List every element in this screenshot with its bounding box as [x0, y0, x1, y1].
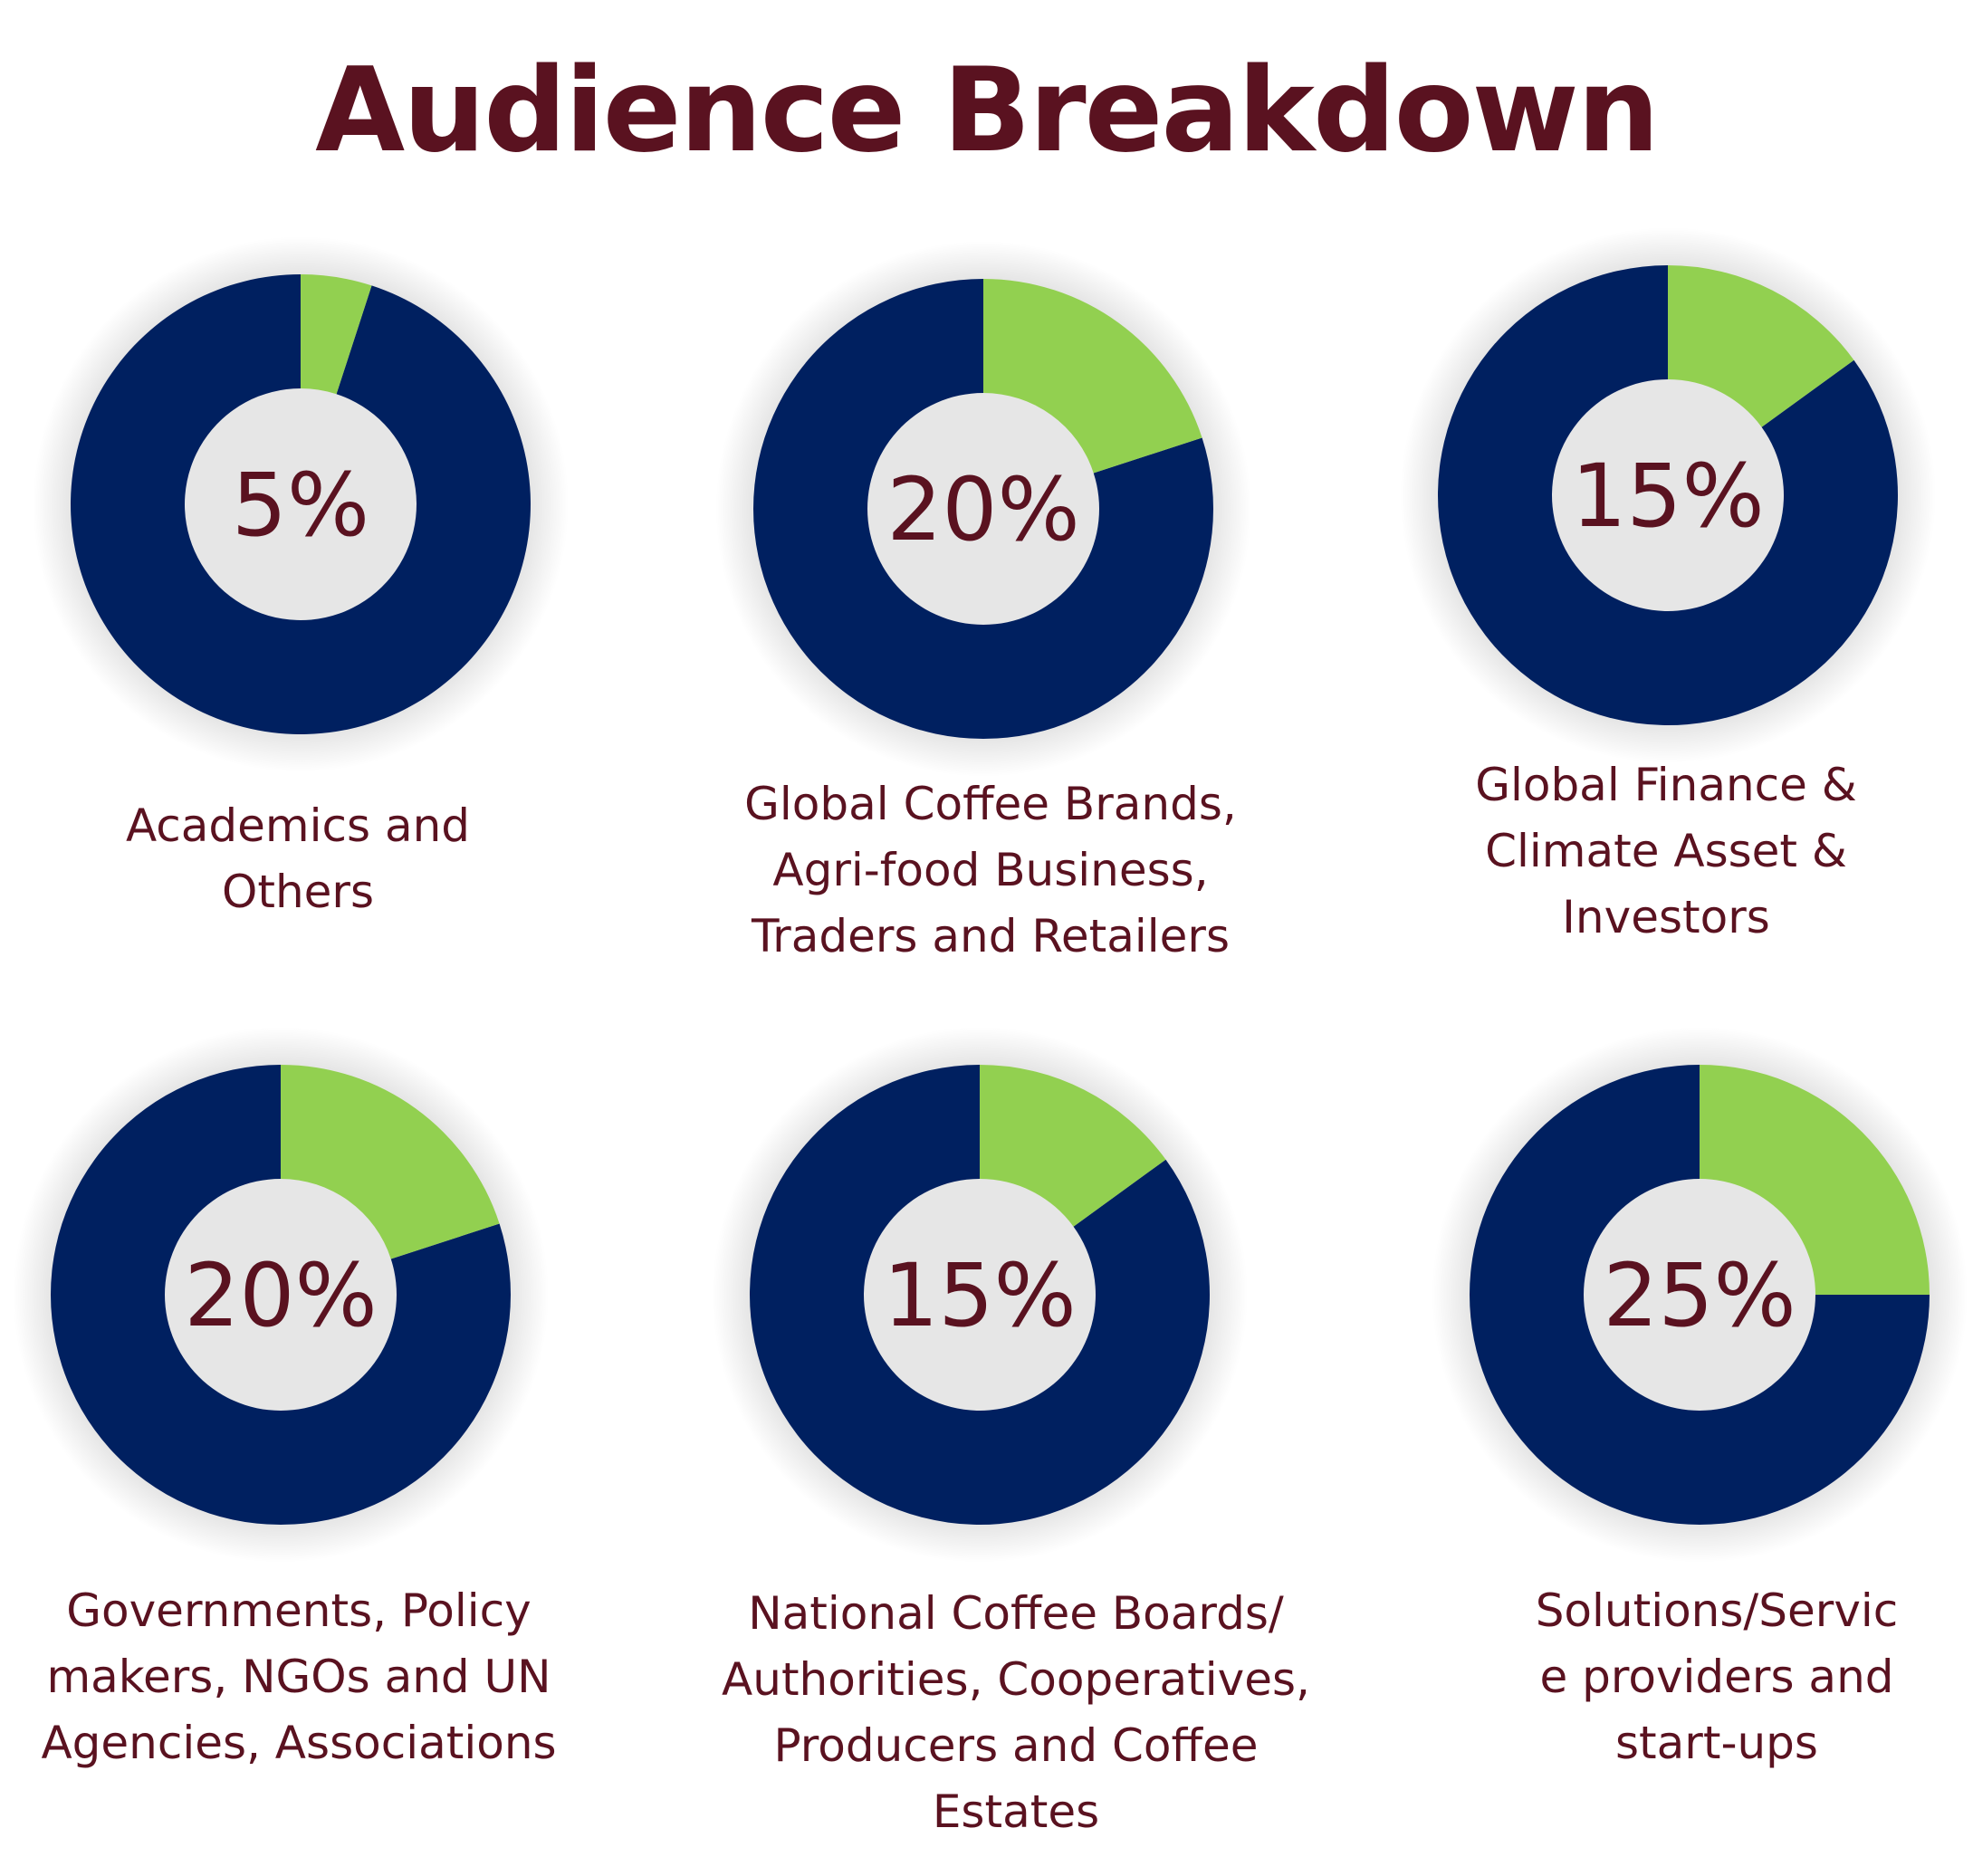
donut-slice-rest	[1438, 265, 1898, 725]
donut-chart-coffee-brands: 20%	[715, 241, 1251, 777]
category-label-solutions: Solutions/Servic e providers and start-u…	[1535, 1584, 1899, 1769]
donut-slice-rest	[1470, 1065, 1930, 1525]
donut-slice-rest	[50, 1065, 511, 1525]
donut-percentage-label: 5%	[232, 455, 369, 556]
donut-chart-finance: 15%	[1400, 227, 1936, 763]
donut-percentage-label: 20%	[184, 1245, 377, 1346]
donut-percentage-label: 15%	[883, 1245, 1076, 1346]
donut-slice-share	[980, 1065, 1166, 1227]
page-title: Audience Breakdown	[315, 43, 1660, 178]
donut-chart-academics: 5%	[33, 236, 569, 772]
donut-slice-share	[983, 279, 1202, 474]
donut-chart-governments: 20%	[13, 1027, 549, 1563]
donut-percentage-label: 15%	[1571, 445, 1764, 547]
donut-chart-solutions: 25%	[1432, 1027, 1968, 1563]
category-label-academics: Academics and Others	[125, 799, 471, 918]
donut-slice-rest	[71, 274, 531, 734]
category-label-finance: Global Finance & Climate Asset & Investo…	[1475, 759, 1857, 943]
donut-percentage-label: 25%	[1603, 1245, 1796, 1346]
donut-slice-share	[301, 274, 372, 395]
category-label-coffee-brands: Global Coffee Brands, Agri-food Business…	[744, 778, 1237, 962]
donut-slice-share	[1668, 265, 1854, 427]
donut-slice-share	[281, 1065, 500, 1259]
category-label-coffee-boards: National Coffee Boards/ Authorities, Coo…	[722, 1587, 1310, 1838]
donut-percentage-label: 20%	[886, 459, 1079, 560]
donut-slice-share	[1700, 1065, 1930, 1295]
donut-slice-rest	[750, 1065, 1210, 1525]
category-label-governments: Governments, Policy makers, NGOs and UN …	[41, 1584, 557, 1769]
donut-slice-rest	[752, 279, 1213, 739]
donut-chart-coffee-boards: 15%	[712, 1027, 1248, 1563]
